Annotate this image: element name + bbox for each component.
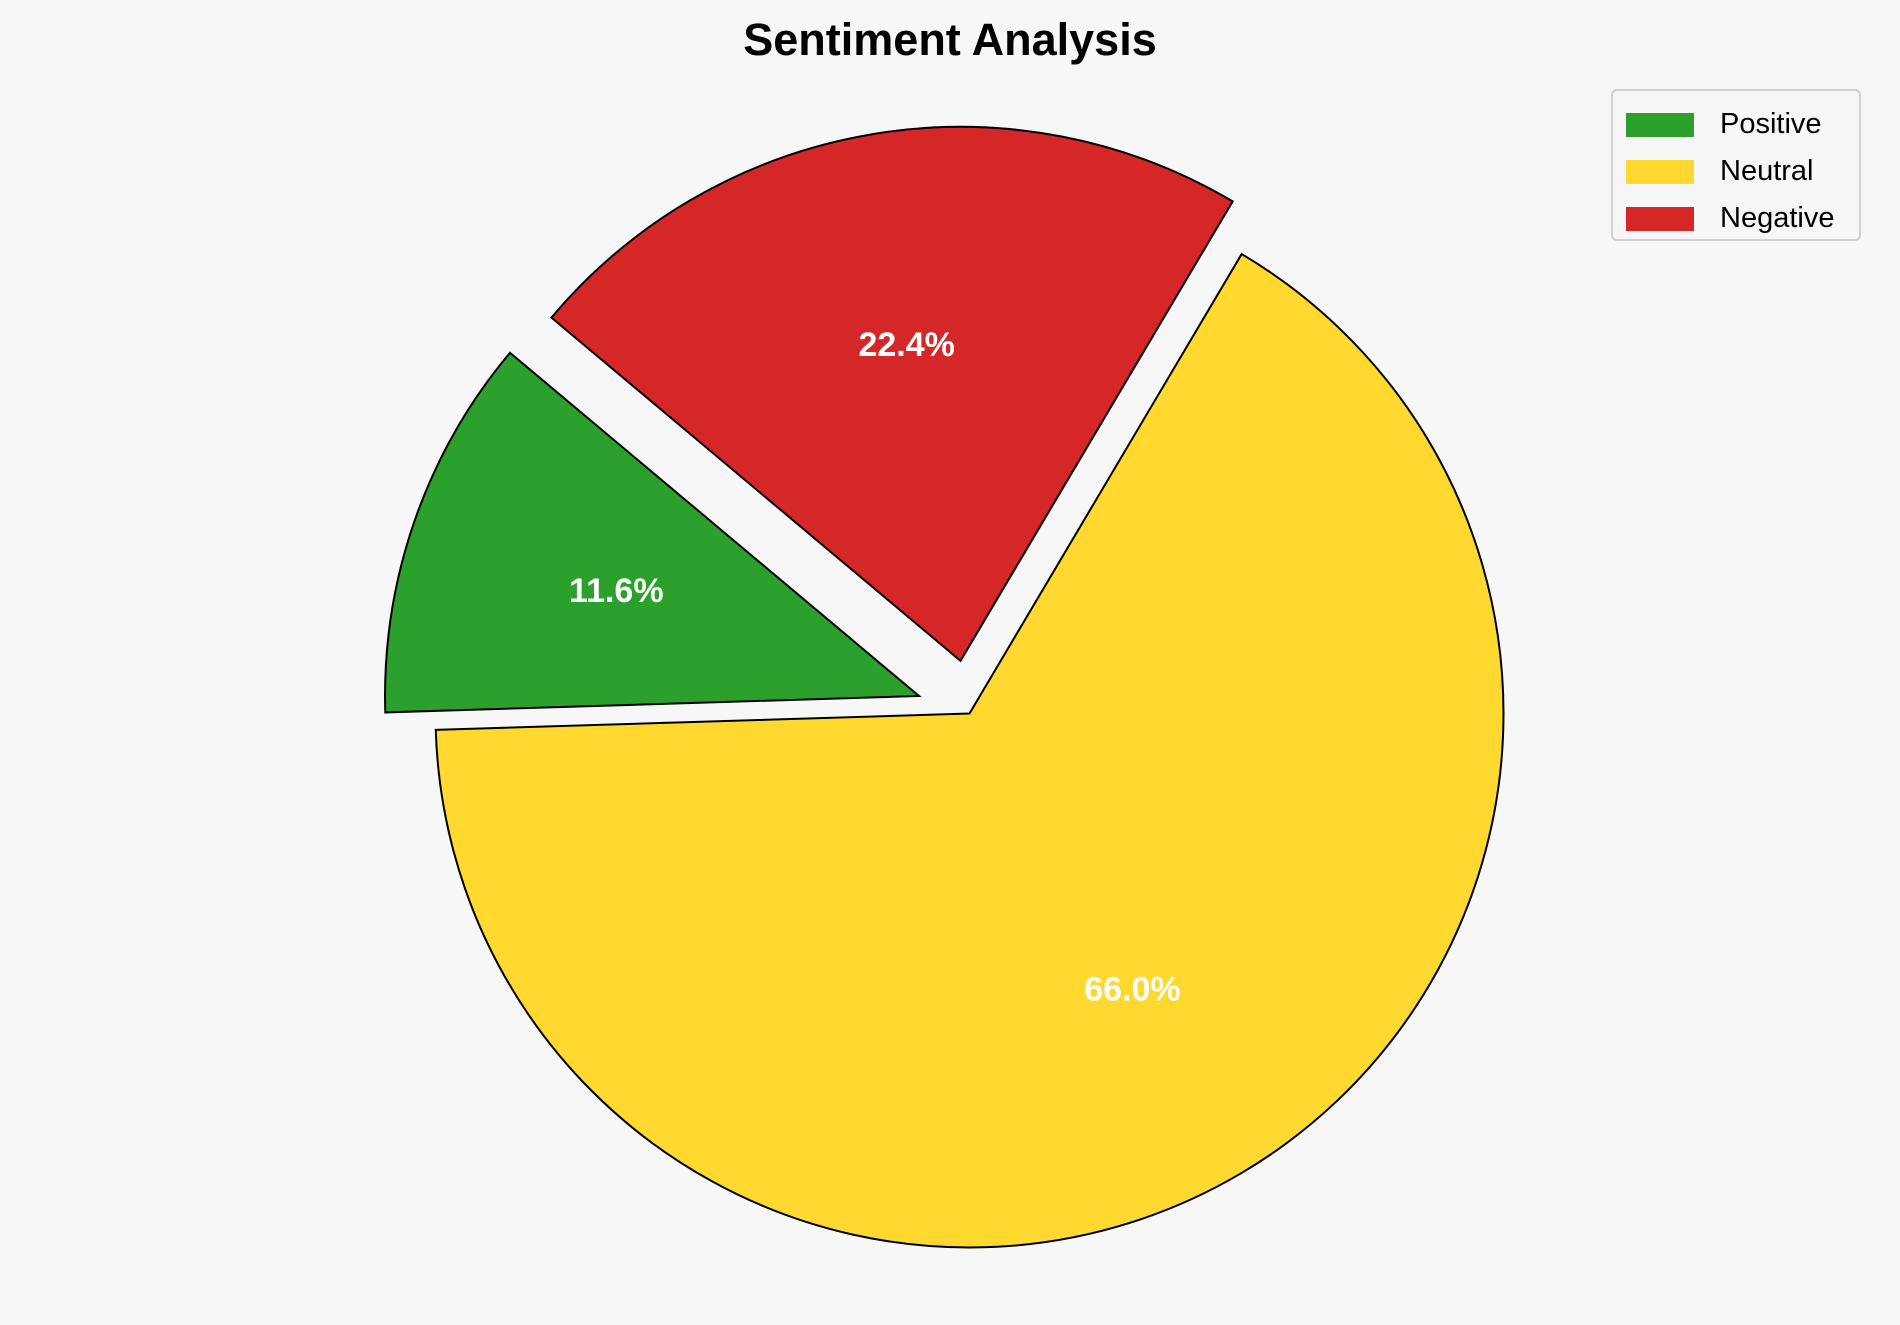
- legend-label-negative: Negative: [1720, 202, 1835, 234]
- legend-item-positive: Positive: [1613, 101, 1859, 148]
- legend-item-negative: Negative: [1613, 195, 1859, 242]
- pie-label-negative: 22.4%: [858, 326, 954, 364]
- pie-label-neutral: 66.0%: [1084, 970, 1180, 1008]
- pie-slice-positive: [384, 351, 922, 714]
- pie-slice-neutral: [434, 252, 1505, 1249]
- legend-label-positive: Positive: [1720, 108, 1822, 140]
- pie-slice-negative: [550, 125, 1235, 663]
- legend-label-neutral: Neutral: [1720, 155, 1814, 187]
- legend-swatch-positive: [1626, 112, 1694, 137]
- pie-label-positive: 11.6%: [569, 572, 664, 610]
- chart-title: Sentiment Analysis: [743, 14, 1157, 65]
- legend-item-neutral: Neutral: [1613, 148, 1859, 195]
- legend-swatch-neutral: [1626, 159, 1694, 184]
- legend: Positive Neutral Negative: [1611, 89, 1861, 241]
- legend-swatch-negative: [1626, 206, 1694, 231]
